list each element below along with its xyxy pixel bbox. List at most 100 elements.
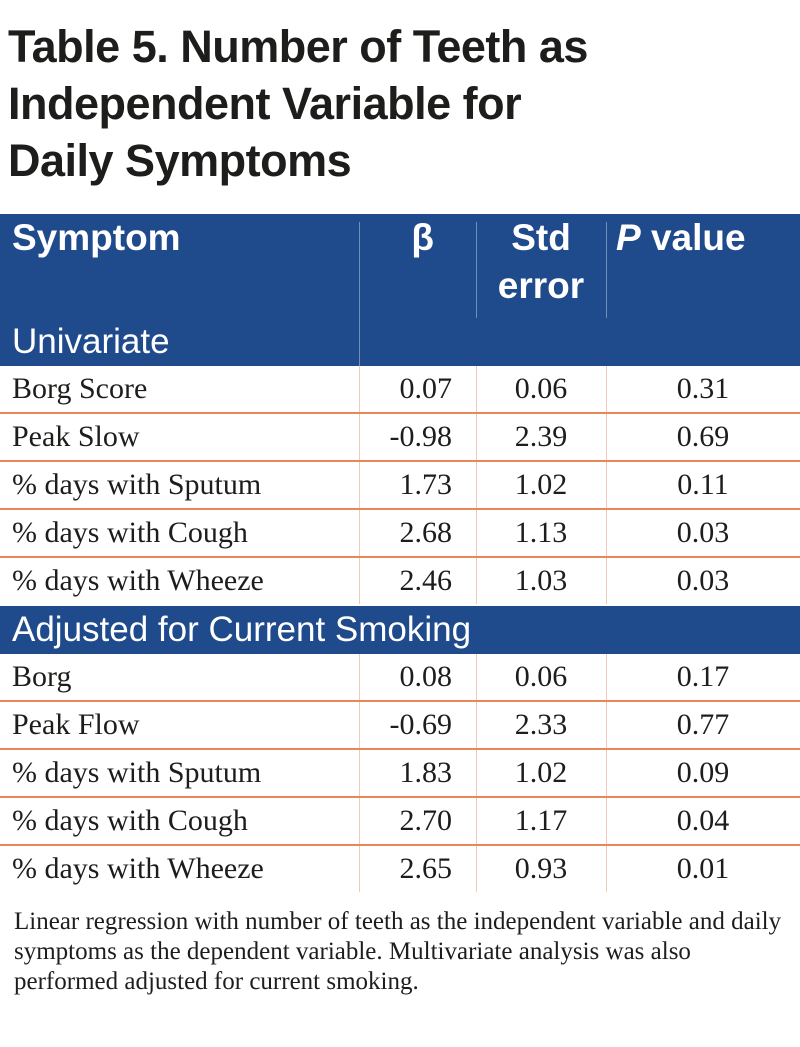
cell-std-error: 2.33 <box>514 708 568 741</box>
cell-beta: 0.07 <box>399 372 453 405</box>
header-p-rest: value <box>640 217 746 258</box>
table-row: % days with Cough 2.68 1.13 0.03 <box>0 510 800 558</box>
cell-p-value: 0.01 <box>676 852 730 885</box>
cell-beta: 2.65 <box>399 852 453 885</box>
table-header: Symptom β Std error P value <box>0 214 800 318</box>
cell-beta: 2.46 <box>399 564 453 597</box>
column-divider <box>606 558 607 604</box>
header-p-value: P value <box>606 214 800 318</box>
column-divider <box>476 414 477 460</box>
column-divider <box>359 846 360 892</box>
cell-std-error: 1.03 <box>514 564 568 597</box>
header-divider <box>476 222 477 318</box>
column-divider <box>606 462 607 508</box>
header-p-italic: P <box>616 217 641 258</box>
cell-symptom: Borg <box>12 660 72 693</box>
column-divider <box>606 798 607 844</box>
column-divider <box>476 798 477 844</box>
cell-beta: -0.69 <box>389 708 453 741</box>
cell-std-error: 2.39 <box>514 420 568 453</box>
column-divider <box>359 366 360 412</box>
cell-p-value: 0.09 <box>676 756 730 789</box>
column-divider <box>476 462 477 508</box>
column-divider <box>359 414 360 460</box>
column-divider <box>606 366 607 412</box>
column-divider <box>476 702 477 748</box>
cell-std-error: 0.93 <box>514 852 568 885</box>
header-divider <box>359 222 360 318</box>
column-divider <box>359 654 360 700</box>
header-symptom: Symptom <box>12 217 181 258</box>
cell-symptom: % days with Wheeze <box>12 852 264 885</box>
cell-symptom: % days with Sputum <box>12 756 262 789</box>
cell-p-value: 0.69 <box>676 420 730 453</box>
cell-std-error: 1.02 <box>514 756 568 789</box>
cell-symptom: % days with Sputum <box>12 468 262 501</box>
column-divider <box>476 558 477 604</box>
cell-std-error: 1.13 <box>514 516 568 549</box>
table-row: Peak Slow -0.98 2.39 0.69 <box>0 414 800 462</box>
column-divider <box>359 510 360 556</box>
cell-p-value: 0.03 <box>676 516 730 549</box>
column-divider <box>606 846 607 892</box>
title-line: Independent Variable for <box>8 78 522 129</box>
header-std-error-line1: Std <box>511 217 571 258</box>
header-std-error: Std error <box>476 214 606 318</box>
title-line: Daily Symptoms <box>8 135 352 186</box>
column-divider <box>359 798 360 844</box>
cell-p-value: 0.11 <box>677 468 729 501</box>
cell-p-value: 0.77 <box>676 708 730 741</box>
cell-beta: 1.83 <box>399 756 453 789</box>
column-divider <box>359 702 360 748</box>
table-row: Borg Score 0.07 0.06 0.31 <box>0 366 800 414</box>
column-divider <box>476 750 477 796</box>
header-beta: β <box>411 217 434 258</box>
cell-symptom: Peak Flow <box>12 708 140 741</box>
section-divider <box>359 318 360 366</box>
section-header: Adjusted for Current Smoking <box>0 606 800 654</box>
section-label: Univariate <box>12 322 170 361</box>
cell-std-error: 1.17 <box>514 804 568 837</box>
cell-std-error: 1.02 <box>514 468 568 501</box>
cell-p-value: 0.31 <box>676 372 730 405</box>
column-divider <box>359 750 360 796</box>
cell-std-error: 0.06 <box>514 372 568 405</box>
cell-beta: 2.70 <box>399 804 453 837</box>
table-row: % days with Sputum 1.83 1.02 0.09 <box>0 750 800 798</box>
table-title: Table 5. Number of Teeth as Independent … <box>8 18 792 189</box>
column-divider <box>476 654 477 700</box>
column-divider <box>359 462 360 508</box>
table-row: % days with Cough 2.70 1.17 0.04 <box>0 798 800 846</box>
table-row: Borg 0.08 0.06 0.17 <box>0 654 800 702</box>
header-divider <box>606 222 607 318</box>
cell-symptom: Borg Score <box>12 372 148 405</box>
cell-std-error: 0.06 <box>514 660 568 693</box>
cell-p-value: 0.17 <box>676 660 730 693</box>
column-divider <box>606 654 607 700</box>
table-footnote: Linear regression with number of teeth a… <box>14 908 782 995</box>
column-divider <box>606 702 607 748</box>
column-divider <box>606 414 607 460</box>
table-row: % days with Sputum 1.73 1.02 0.11 <box>0 462 800 510</box>
cell-p-value: 0.04 <box>676 804 730 837</box>
section-header: Univariate <box>0 318 800 366</box>
column-divider <box>476 510 477 556</box>
column-divider <box>359 558 360 604</box>
table-row: % days with Wheeze 2.65 0.93 0.01 <box>0 846 800 894</box>
column-divider <box>606 510 607 556</box>
column-divider <box>476 366 477 412</box>
cell-p-value: 0.03 <box>676 564 730 597</box>
column-divider <box>606 750 607 796</box>
cell-beta: 2.68 <box>399 516 453 549</box>
title-line: Table 5. Number of Teeth as <box>8 21 588 72</box>
cell-symptom: % days with Cough <box>12 516 248 549</box>
header-std-error-line2: error <box>497 265 585 306</box>
table-row: Peak Flow -0.69 2.33 0.77 <box>0 702 800 750</box>
cell-symptom: % days with Cough <box>12 804 248 837</box>
cell-beta: 0.08 <box>399 660 453 693</box>
cell-symptom: Peak Slow <box>12 420 140 453</box>
cell-symptom: % days with Wheeze <box>12 564 264 597</box>
cell-beta: -0.98 <box>389 420 453 453</box>
section-label: Adjusted for Current Smoking <box>12 610 472 649</box>
cell-beta: 1.73 <box>399 468 453 501</box>
